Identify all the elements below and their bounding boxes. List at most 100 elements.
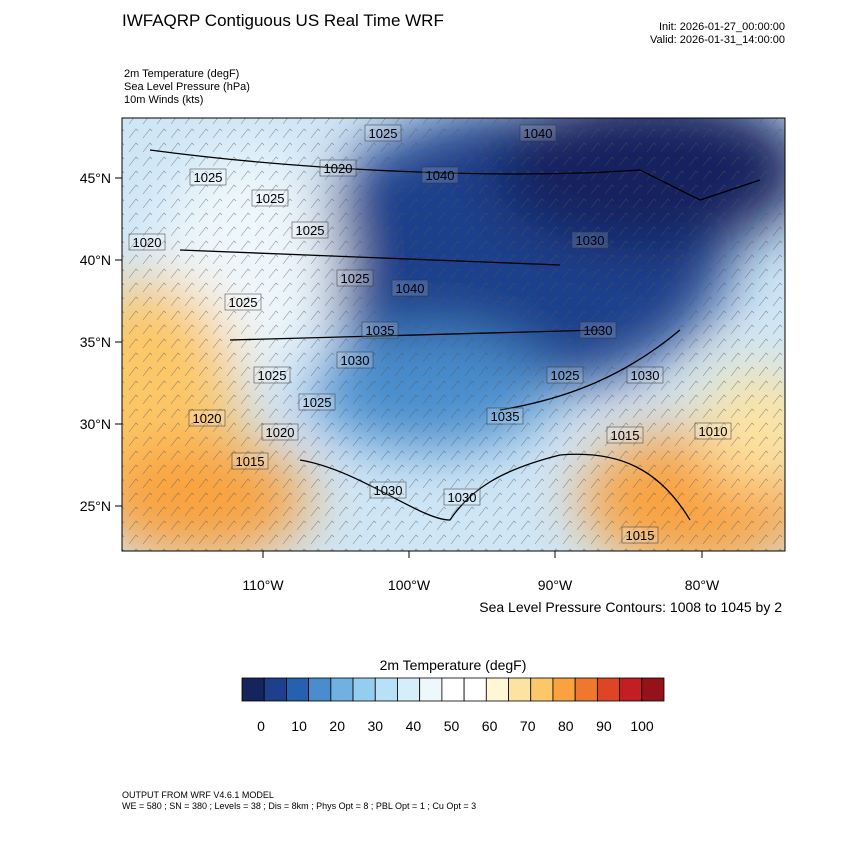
contour-label: 1020 — [324, 161, 353, 176]
contour-label-box — [571, 231, 609, 249]
field-label: Sea Level Pressure (hPa) — [124, 81, 250, 93]
contour-label: 1015 — [236, 454, 265, 469]
title: IWFAQRP Contiguous US Real Time WRF — [122, 11, 444, 30]
contour-label: 1030 — [341, 353, 370, 368]
colorbar-box — [574, 677, 598, 702]
contour-label-box — [621, 526, 659, 544]
lon-label: 80°W — [685, 577, 720, 593]
colorbar-box — [374, 677, 398, 702]
colorbar-tick-label: 70 — [520, 718, 536, 734]
colorbar-tick-label: 60 — [482, 718, 498, 734]
contour-label: 1020 — [133, 235, 162, 250]
contour-label: 1035 — [491, 409, 520, 424]
contour-label-box — [251, 189, 289, 207]
contour-note: Sea Level Pressure Contours: 1008 to 104… — [479, 599, 782, 615]
contour-label: 1020 — [266, 425, 295, 440]
lon-label: 110°W — [242, 577, 284, 593]
contour-label-box — [231, 452, 269, 470]
map — [122, 118, 785, 551]
contour-label: 1030 — [584, 323, 613, 338]
colorbar-tick-label: 20 — [329, 718, 345, 734]
contour-label-box — [261, 423, 299, 441]
contour-label-box — [253, 366, 291, 384]
colorbar-title: 2m Temperature (degF) — [380, 657, 527, 673]
valid-time: Valid: 2026-01-31_14:00:00 — [650, 34, 785, 46]
colorbar-box — [619, 677, 643, 702]
contour-label: 1015 — [611, 428, 640, 443]
contour-label: 1025 — [551, 368, 580, 383]
contour-label: 1025 — [194, 170, 223, 185]
contour-label: 1010 — [699, 424, 728, 439]
colorbar-box — [530, 677, 554, 702]
contour-label-box — [694, 422, 732, 440]
colorbar-box — [552, 677, 576, 702]
contour-label: 1025 — [369, 126, 398, 141]
contour-label-box — [443, 488, 481, 506]
colorbar-box — [641, 677, 665, 702]
lat-label: 45°N — [80, 170, 111, 186]
contour-label-box — [606, 426, 644, 444]
contour-label: 1030 — [576, 233, 605, 248]
contour-label-box — [421, 166, 459, 184]
colorbar-box — [463, 677, 487, 702]
contour-label-box — [336, 269, 374, 287]
colorbar-tick-label: 10 — [291, 718, 307, 734]
lon-label: 90°W — [538, 577, 573, 593]
colorbar-tick-label: 100 — [630, 718, 654, 734]
contour-label: 1040 — [524, 126, 553, 141]
contour-label: 1030 — [448, 490, 477, 505]
contour-label: 1025 — [256, 191, 285, 206]
contour-label-box — [579, 321, 617, 339]
lon-label: 100°W — [388, 577, 431, 593]
contour-label: 1025 — [229, 295, 258, 310]
contour-label-box — [319, 159, 357, 177]
contour-label-box — [369, 481, 407, 499]
lat-label: 40°N — [80, 252, 111, 268]
colorbar-box — [419, 677, 443, 702]
contour-label: 1040 — [426, 168, 455, 183]
contour-label-box — [364, 124, 402, 142]
contour-label: 1015 — [626, 528, 655, 543]
contour-label: 1020 — [193, 411, 222, 426]
colorbar-box — [485, 677, 509, 702]
colorbar-tick-label: 90 — [596, 718, 612, 734]
colorbar-box — [330, 677, 354, 702]
contour-label-box — [486, 407, 524, 425]
contour-label: 1025 — [296, 223, 325, 238]
colorbar-box — [263, 677, 287, 702]
contour-label-box — [188, 409, 226, 427]
footer-line: WE = 580 ; SN = 380 ; Levels = 38 ; Dis … — [122, 801, 476, 811]
contour-label: 1025 — [341, 271, 370, 286]
contour-label: 1025 — [303, 395, 332, 410]
contour-label: 1035 — [366, 323, 395, 338]
colorbar-box — [397, 677, 421, 702]
field-label: 2m Temperature (degF) — [124, 68, 239, 80]
contour-label-box — [546, 366, 584, 384]
contour-label-box — [224, 293, 262, 311]
contour-label-box — [128, 233, 166, 251]
lat-label: 35°N — [80, 334, 111, 350]
colorbar-box — [441, 677, 465, 702]
contour-label-box — [336, 351, 374, 369]
colorbar-tick-label: 40 — [406, 718, 422, 734]
init-time: Init: 2026-01-27_00:00:00 — [659, 21, 785, 33]
contour-label: 1030 — [374, 483, 403, 498]
colorbar-box — [596, 677, 620, 702]
map-frame — [121, 117, 786, 552]
field-label: 10m Winds (kts) — [124, 94, 203, 106]
colorbar-box — [308, 677, 332, 702]
contour-label: 1030 — [631, 368, 660, 383]
colorbar-box — [352, 677, 376, 702]
contour-label-box — [361, 321, 399, 339]
colorbar-tick-label: 0 — [257, 718, 265, 734]
contour-label-box — [391, 279, 429, 297]
footer-line: OUTPUT FROM WRF V4.6.1 MODEL — [122, 790, 274, 800]
colorbar-box — [241, 677, 265, 702]
contour-label-box — [291, 221, 329, 239]
lat-label: 30°N — [80, 416, 111, 432]
colorbar-tick-label: 50 — [444, 718, 460, 734]
contour-label-box — [298, 393, 336, 411]
contour-label: 1025 — [258, 368, 287, 383]
